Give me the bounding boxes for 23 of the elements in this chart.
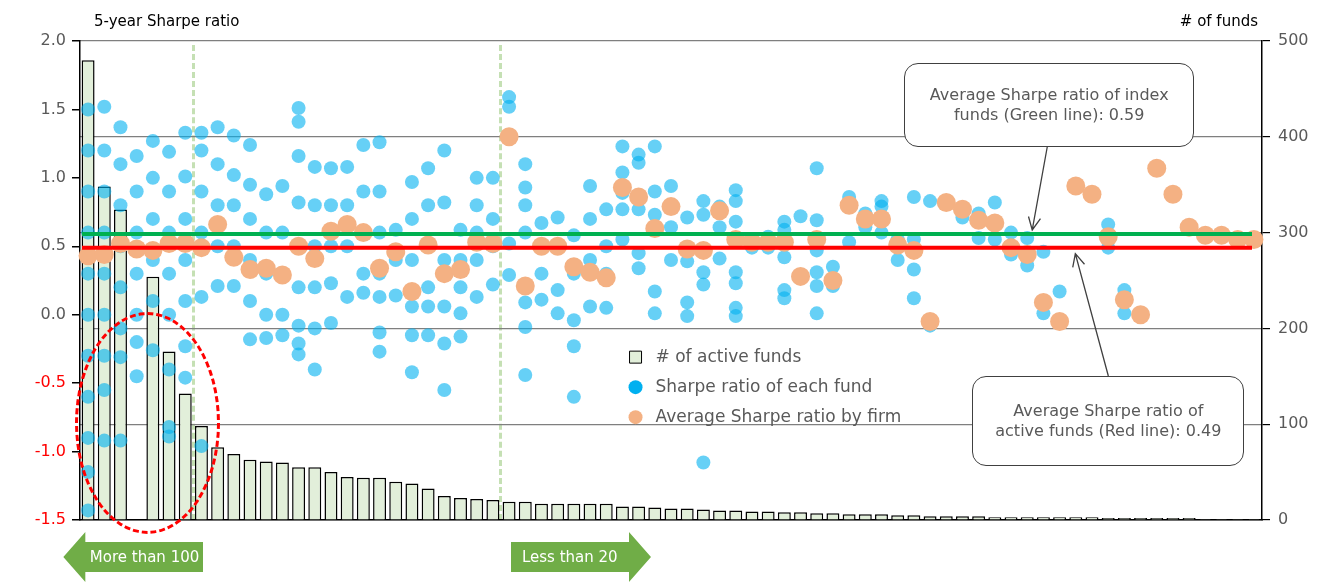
- callout-box: Average Sharpe ratio of active funds (Red line): 0.49: [972, 376, 1245, 466]
- y-tick-label: -1.0: [34, 440, 66, 460]
- y-axis-title: 5-year Sharpe ratio: [94, 11, 240, 30]
- legend-label: # of active funds: [655, 345, 802, 366]
- text: Less than 20: [521, 548, 618, 566]
- y-tick-label: 1.0: [40, 167, 66, 187]
- y2-axis-title: # of funds: [1179, 11, 1259, 30]
- y2-tick-label: 100: [1278, 413, 1309, 433]
- y-tick-label: 2.0: [40, 30, 66, 50]
- y-tick-label: -0.5: [34, 372, 66, 392]
- legend-label: Sharpe ratio of each fund: [655, 375, 873, 396]
- callout-box: Average Sharpe ratio of index funds (Green line): 0.59: [904, 63, 1195, 147]
- y2-tick-label: 0: [1278, 509, 1289, 529]
- y-tick-label: 0.0: [40, 303, 66, 323]
- y2-tick-label: 200: [1278, 317, 1309, 337]
- y2-tick-label: 300: [1278, 221, 1309, 241]
- y-tick-label: 0.5: [40, 235, 66, 255]
- text: More than 100: [89, 548, 200, 566]
- y-tick-label: 1.5: [40, 98, 66, 118]
- y2-tick-label: 500: [1278, 30, 1309, 50]
- legend-label: Average Sharpe ratio by firm: [655, 405, 902, 426]
- y-tick-label: -1.5: [34, 509, 66, 529]
- y2-tick-label: 400: [1278, 125, 1309, 145]
